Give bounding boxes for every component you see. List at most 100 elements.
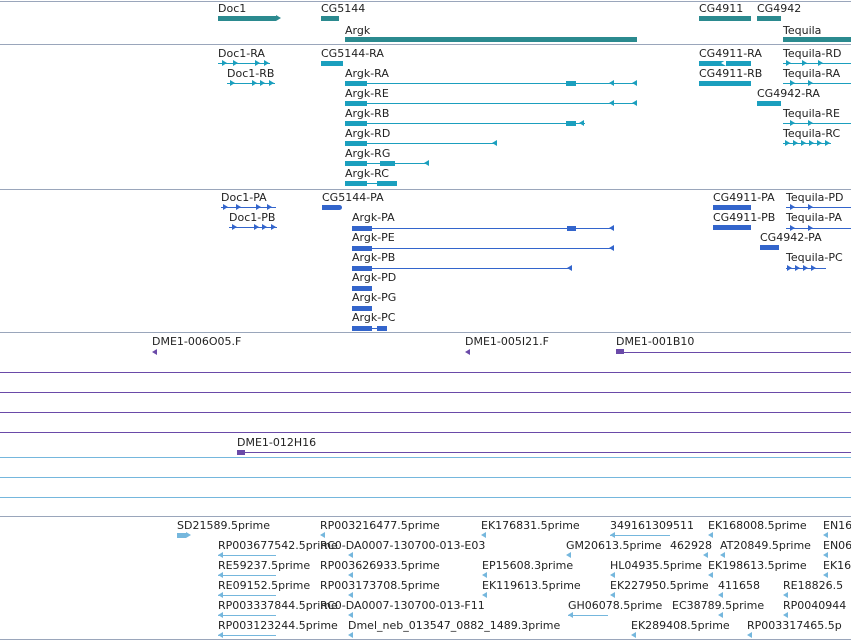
transcript-feature[interactable] [218,63,270,64]
clone-label[interactable]: DME1-006O05.F [152,335,242,348]
gene-doc1-feature[interactable] [218,16,276,21]
protein-feature[interactable] [229,227,277,228]
protein-label[interactable]: Argk-PC [352,311,396,324]
transcript-feature[interactable] [345,183,397,184]
transcript-feature[interactable] [345,143,497,144]
gene-cg4942-feature[interactable] [757,16,781,21]
transcript-label[interactable]: Argk-RC [345,167,389,180]
gene-label-tequila[interactable]: Tequila [783,24,822,37]
est-label[interactable]: RC0-DA0007-130700-013-F11 [320,599,485,612]
transcript-label[interactable]: CG4942-RA [757,87,820,100]
est-label[interactable]: EK176831.5prime [481,519,580,532]
est-span-line[interactable] [0,477,851,478]
transcript-feature[interactable] [321,61,343,66]
est-label[interactable]: RP003626933.5prime [320,559,440,572]
est-span-line[interactable] [0,457,851,458]
clone-span-line[interactable] [0,432,851,433]
est-label[interactable]: GH06078.5prime [568,599,663,612]
est-label[interactable]: Dmel_neb_013547_0882_1489.3prime [348,619,561,632]
transcript-feature[interactable] [227,83,275,84]
protein-feature[interactable] [352,248,614,249]
protein-label[interactable]: Argk-PE [352,231,395,244]
gene-cg5144-feature[interactable] [321,16,339,21]
est-label[interactable]: 349161309511 [610,519,694,532]
transcript-label[interactable]: Doc1-RB [227,67,275,80]
protein-label[interactable]: Argk-PA [352,211,395,224]
transcript-label[interactable]: Argk-RD [345,127,391,140]
protein-label[interactable]: Doc1-PB [229,211,276,224]
transcript-label[interactable]: Tequila-RA [783,67,841,80]
protein-label[interactable]: Tequila-PC [786,251,843,264]
est-label[interactable]: RC0-DA0007-130700-013-E03 [320,539,486,552]
est-label[interactable]: EK289408.5prime [631,619,730,632]
est-label[interactable]: RE59237.5prime [218,559,311,572]
est-label[interactable]: 411658 [718,579,760,592]
transcript-feature[interactable] [345,103,637,104]
clone-span-line[interactable] [0,372,851,373]
est-label[interactable]: EC38789.5prime [672,599,765,612]
est-label[interactable]: RP003337844.5prime [218,599,338,612]
est-label[interactable]: RP003216477.5prime [320,519,440,532]
protein-label[interactable]: Argk-PD [352,271,397,284]
clone-span-line[interactable] [616,352,851,353]
gene-label-doc1[interactable]: Doc1 [218,2,247,15]
transcript-feature[interactable] [345,123,585,124]
est-label[interactable]: EK119613.5prime [482,579,581,592]
transcript-feature[interactable] [783,123,851,124]
clone-label[interactable]: DME1-012H16 [237,436,317,449]
transcript-feature[interactable] [345,83,637,84]
clone-label[interactable]: DME1-005I21.F [465,335,549,348]
transcript-label[interactable]: Argk-RE [345,87,389,100]
protein-label[interactable]: CG4942-PA [760,231,822,244]
protein-feature[interactable] [352,228,614,229]
protein-feature[interactable] [352,306,372,311]
est-label[interactable]: SD21589.5prime [177,519,270,532]
protein-feature[interactable] [352,268,572,269]
est-label[interactable]: RP0040944 [783,599,847,612]
transcript-label[interactable]: CG4911-RB [699,67,763,80]
est-label[interactable]: RP003123244.5prime [218,619,338,632]
est-label[interactable]: EK168008.5prime [708,519,807,532]
est-label[interactable]: EN06 [823,539,851,552]
est-label[interactable]: RE09152.5prime [218,579,311,592]
est-label[interactable]: EP15608.3prime [482,559,574,572]
est-label[interactable]: GM20613.5prime [566,539,662,552]
protein-label[interactable]: Doc1-PA [221,191,267,204]
clone-label[interactable]: DME1-001B10 [616,335,695,348]
protein-label[interactable]: CG4911-PB [713,211,776,224]
protein-label[interactable]: Argk-PG [352,291,397,304]
protein-label[interactable]: CG5144-PA [322,191,384,204]
clone-span-line[interactable] [0,392,851,393]
est-label[interactable]: HL04935.5prime [610,559,702,572]
transcript-label[interactable]: Argk-RG [345,147,391,160]
est-label[interactable]: RP003677542.5prime [218,539,338,552]
gene-argk-feature[interactable] [345,37,637,42]
protein-feature[interactable] [221,207,276,208]
est-label[interactable]: EK16 [823,559,851,572]
est-label[interactable]: RP003173708.5prime [320,579,440,592]
est-label[interactable]: EK227950.5prime [610,579,709,592]
transcript-label[interactable]: Tequila-RE [783,107,840,120]
est-label[interactable]: RE18826.5 [783,579,844,592]
gene-tequila-feature[interactable] [783,37,851,42]
protein-feature[interactable] [352,328,387,329]
transcript-label[interactable]: Argk-RB [345,107,390,120]
protein-feature[interactable] [786,207,851,208]
protein-feature[interactable] [352,286,372,291]
transcript-label[interactable]: Tequila-RD [783,47,842,60]
transcript-label[interactable]: Argk-RA [345,67,389,80]
transcript-label[interactable]: Tequila-RC [783,127,841,140]
gene-label-cg4911[interactable]: CG4911 [699,2,744,15]
gene-cg4911-feature[interactable] [699,16,751,21]
est-label[interactable]: EK198613.5prime [708,559,807,572]
transcript-label[interactable]: CG5144-RA [321,47,384,60]
est-span-line[interactable] [0,497,851,498]
est-label[interactable]: 462928 [670,539,712,552]
protein-label[interactable]: Argk-PB [352,251,396,264]
transcript-feature[interactable] [783,83,851,84]
transcript-label[interactable]: Doc1-RA [218,47,265,60]
transcript-feature[interactable] [783,63,851,64]
protein-feature[interactable] [786,228,851,229]
protein-label[interactable]: Tequila-PA [786,211,842,224]
protein-feature[interactable] [322,205,342,210]
